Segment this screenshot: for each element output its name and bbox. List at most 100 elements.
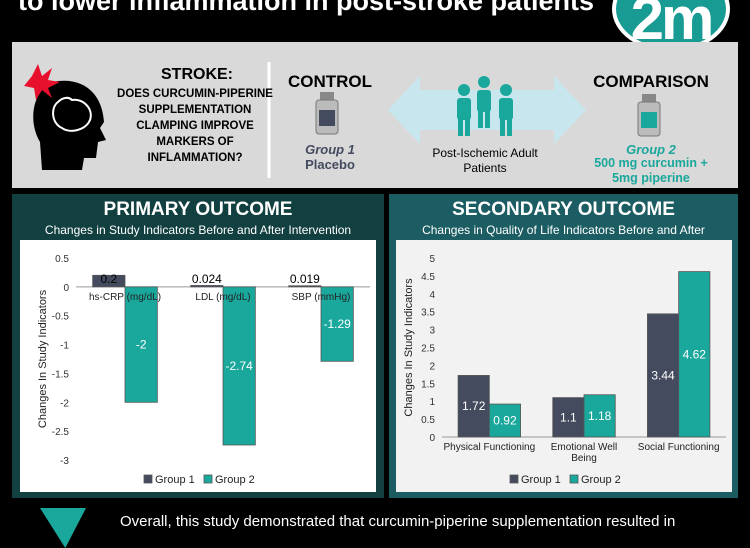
y-tick-label: -2 [60,398,69,409]
y-tick-label: -0.5 [52,312,70,323]
stroke-burst-icon [24,64,60,100]
legend-swatch [509,474,519,484]
bar-2 [320,286,354,362]
legend-label: Group 1 [521,474,561,486]
y-tick-label: -3 [60,456,69,467]
question-line: CLAMPING IMPROVE [136,120,254,132]
y-tick-label: 2.5 [421,344,435,355]
secondary-subtitle: Changes in Quality of Life Indicators Be… [422,223,705,237]
y-tick-label: 3 [429,326,435,337]
data-label: -2.74 [225,359,253,373]
data-label: 0.92 [493,414,517,428]
bar-1 [190,285,224,288]
category-label: SBP (mmHg) [292,292,351,303]
comparison-heading: COMPARISON [593,72,709,91]
conclusion-text: Overall, this study demonstrated that cu… [120,513,676,530]
head-icon [33,80,106,170]
y-tick-label: -1 [60,341,69,352]
legend-label: Group 1 [155,474,195,486]
patients-icon [457,76,513,136]
bar-2 [678,271,711,438]
category-label: Physical Functioning [443,442,535,453]
primary-title: PRIMARY OUTCOME [103,199,293,220]
secondary-title: SECONDARY OUTCOME [452,199,675,220]
y-tick-label: -2.5 [52,427,70,438]
bar-1 [647,313,680,438]
legend-label: Group 2 [215,474,255,486]
y-tick-label: 4.5 [421,272,435,283]
data-label: 0.019 [290,272,320,286]
question-line: INFLAMMATION? [147,152,243,164]
secondary-chart: 5 4.5 4 3.5 3 2.5 2 1.5 1 0.5 0 1.72 0.92 Physical Fu… [403,254,726,486]
data-label: 1.1 [560,410,577,424]
legend-label: Group 2 [581,474,621,486]
population-label: Post-Ischemic Adult Patients [412,146,558,176]
comparison-line: 500 mg curcumin + [594,156,708,170]
question-line: MARKERS OF [156,136,234,148]
question-line: SUPPLEMENTATION [138,104,252,116]
bar-2 [583,394,616,438]
data-label: -2 [136,338,147,352]
bar-1 [457,375,490,438]
question-title: STROKE: [161,66,233,83]
y-tick-label: 3.5 [421,308,435,319]
data-label: 1.18 [588,409,612,423]
y-axis-label: Changes In Study Indicators [403,278,415,417]
category-label: LDL (mg/dL) [195,292,250,303]
bar-2 [488,403,521,438]
y-tick-label: 0 [429,433,435,444]
comparison-treatment: 500 mg curcumin + 5mg piperine [586,156,716,186]
y-tick-label: 2 [429,361,435,372]
category-label: Social Functioning [638,442,720,453]
legend-swatch [569,474,579,484]
primary-plot-area: 0.5 0 -0.5 -1 -1.5 -2 -2.5 -3 0.2 -2 hs-CRP (mg/dL… [20,240,376,492]
data-label: 4.62 [683,347,707,361]
data-label: 1.72 [462,399,486,413]
question-text: DOES CURCUMIN-PIPERINE SUPPLEMENTATION C… [100,86,290,166]
logo-text: 2m [630,0,715,52]
y-tick-label: 0 [63,283,69,294]
y-tick-label: 5 [429,254,435,265]
placebo-bottle-icon [315,92,339,135]
control-group: Group 1 [305,142,355,157]
y-tick-label: 0.5 [55,254,69,265]
question-line: DOES CURCUMIN-PIPERINE [117,88,273,100]
population-line: Patients [463,161,507,175]
design-graphics [24,62,661,178]
brain-outline [52,96,92,132]
population-line: Post-Ischemic Adult [432,146,538,160]
data-label: -1.29 [323,317,351,331]
bar-1 [92,274,126,288]
secondary-plot-area: 5 4.5 4 3.5 3 2.5 2 1.5 1 0.5 0 1.72 0.92 Physical Fu… [396,240,732,492]
control-treatment: Placebo [305,157,355,172]
y-tick-label: 4 [429,290,435,301]
control-heading: CONTROL [287,72,373,91]
y-tick-label: -1.5 [52,369,70,380]
data-label: 0.2 [100,272,117,286]
category-label: hs-CRP (mg/dL) [89,292,161,303]
bar-2 [222,286,256,446]
comparison-group: Group 2 [626,142,676,157]
primary-outcome-panel: PRIMARY OUTCOME Changes in Study Indicat… [12,194,384,498]
bar-1 [288,285,322,288]
legend-swatch [143,474,153,484]
conclusion-bar: Overall, this study demonstrated that cu… [0,498,750,536]
bar-1 [552,397,585,438]
curcumin-bottle-icon [637,94,661,137]
category-label: Emotional Well [551,442,618,453]
primary-chart: 0.5 0 -0.5 -1 -1.5 -2 -2.5 -3 0.2 -2 hs-CRP (mg/dL… [37,254,370,486]
comparison-line: 5mg piperine [612,171,690,185]
bar-2 [124,286,158,403]
study-design-panel: STROKE: DOES CURCUMIN-PIPERINE SUPPLEMEN… [12,42,738,188]
primary-subtitle: Changes in Study Indicators Before and A… [44,223,352,237]
secondary-outcome-panel: SECONDARY OUTCOME Changes in Quality of … [389,194,738,498]
y-tick-label: 1.5 [421,379,435,390]
y-tick-label: 1 [429,397,435,408]
data-label: 0.024 [192,272,222,286]
y-tick-label: 0.5 [421,415,435,426]
category-label: Being [571,453,597,464]
y-axis-label: Changes In Study Indicators [37,289,49,428]
data-label: 3.44 [651,368,675,382]
legend-swatch [203,474,213,484]
page-title: to lower inflammation in post-stroke pat… [18,0,595,16]
